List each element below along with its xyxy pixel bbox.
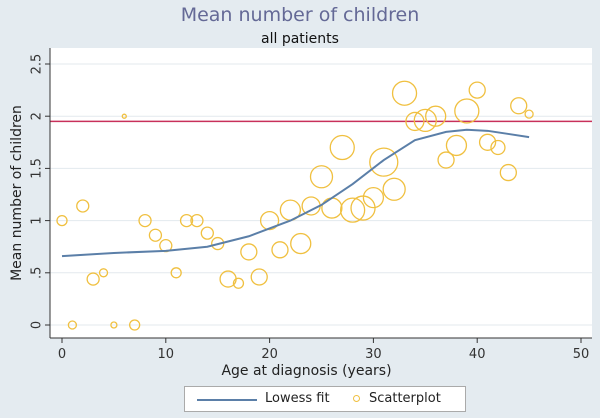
scatter-point xyxy=(478,133,497,151)
lowess-fit-line xyxy=(61,128,530,258)
y-axis-label: Mean number of children xyxy=(9,105,25,281)
scatter-point xyxy=(362,186,385,209)
scatter-point xyxy=(67,320,78,330)
x-tick-label: 50 xyxy=(573,347,590,362)
axes: 0 10 20 30 40 50 0 .5 1 1.5 2 2.5 xyxy=(30,48,592,362)
scatter-point xyxy=(98,268,109,278)
scatter-point xyxy=(259,210,280,231)
scatter-point xyxy=(369,147,399,177)
scatter-point xyxy=(391,80,418,106)
legend: Lowess fit Scatterplot xyxy=(184,386,466,412)
scatter-point xyxy=(499,163,517,182)
scatter-point xyxy=(129,319,141,331)
scatter-point xyxy=(329,134,355,161)
scatter-point xyxy=(121,113,127,119)
scatter-point xyxy=(271,241,289,259)
x-tick-label: 0 xyxy=(58,347,66,362)
scatter-point xyxy=(110,321,118,329)
chart-subtitle: all patients xyxy=(261,31,339,47)
legend-scatter-label: Scatterplot xyxy=(369,391,441,406)
plot-area xyxy=(50,48,592,338)
scatter-points xyxy=(56,80,534,331)
scatter-point xyxy=(200,226,214,240)
x-tick-label: 40 xyxy=(469,347,486,362)
scatter-point xyxy=(86,272,100,286)
chart-title: Mean number of children xyxy=(180,4,420,26)
legend-scatter-swatch xyxy=(353,395,360,402)
scatter-point xyxy=(468,81,486,99)
legend-lowess-label: Lowess fit xyxy=(265,391,330,406)
x-axis-label: Age at diagnosis (years) xyxy=(221,363,391,379)
x-tick-label: 20 xyxy=(261,347,278,362)
x-tick-label: 10 xyxy=(158,347,175,362)
scatter-point xyxy=(190,213,204,228)
scatter-point xyxy=(290,232,312,255)
scatter-point xyxy=(76,199,90,213)
scatter-point xyxy=(405,111,425,132)
scatter-point xyxy=(382,177,406,201)
y-tick-label: .5 xyxy=(30,267,45,279)
scatter-point xyxy=(138,213,152,228)
scatter-point xyxy=(170,267,182,279)
scatter-point xyxy=(425,105,447,127)
scatter-point xyxy=(148,228,163,242)
scatter-point xyxy=(510,97,528,115)
scatter-point xyxy=(437,151,455,169)
scatter-point xyxy=(413,108,437,133)
legend-lowess-swatch xyxy=(197,399,257,401)
scatter-point xyxy=(250,268,268,286)
scatter-point xyxy=(445,134,468,157)
grid-lines xyxy=(50,63,592,326)
y-tick-label: 1 xyxy=(30,216,45,224)
scatter-point xyxy=(56,214,68,227)
scatter-point xyxy=(232,277,245,289)
scatter-point xyxy=(454,98,480,124)
scatter-point xyxy=(179,213,194,228)
scatter-point xyxy=(524,109,534,119)
scatter-point xyxy=(240,243,258,261)
x-tick-label: 30 xyxy=(365,347,382,362)
scatter-point xyxy=(490,139,506,156)
y-tick-label: 2.5 xyxy=(30,54,45,75)
scatter-point xyxy=(309,165,334,189)
y-tick-label: 1.5 xyxy=(30,158,45,179)
y-tick-label: 0 xyxy=(30,321,45,329)
scatter-point xyxy=(339,197,366,223)
y-tick-label: 2 xyxy=(30,112,45,120)
